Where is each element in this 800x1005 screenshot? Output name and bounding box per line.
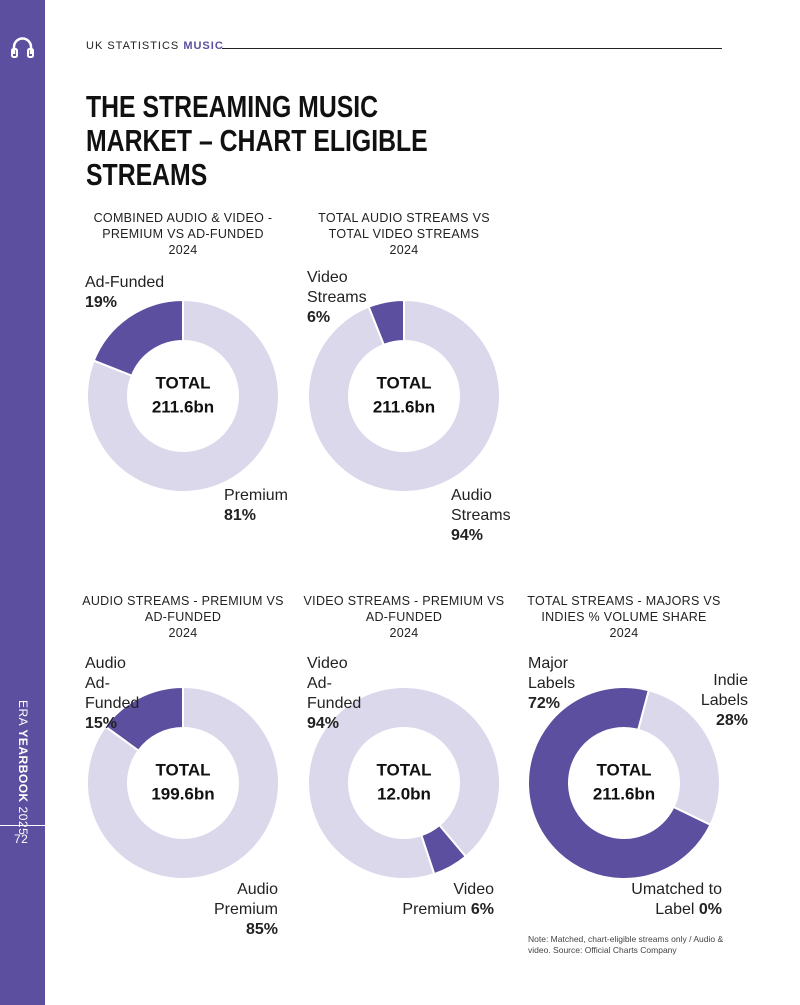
segment-value: 94% bbox=[451, 527, 484, 544]
donut-segment bbox=[637, 689, 721, 827]
segment-value: 15% bbox=[85, 715, 118, 732]
chart-subtitle: 2024 bbox=[389, 626, 419, 640]
segment-label: Video Streams 6% bbox=[307, 268, 367, 328]
topic: MUSIC bbox=[183, 40, 224, 52]
center-title: TOTAL bbox=[596, 760, 651, 779]
segment-name: Video Ad-Funded bbox=[307, 655, 362, 712]
center-title: TOTAL bbox=[376, 373, 431, 392]
segment-label: Indie Labels 28% bbox=[698, 671, 748, 731]
donut-segment bbox=[86, 685, 280, 880]
segment-label: Video Premium 6% bbox=[394, 880, 494, 920]
chart-title-text: VIDEO STREAMS - PREMIUM VS AD-FUNDED bbox=[303, 594, 505, 624]
segment-name: Premium bbox=[224, 487, 289, 504]
header-rule bbox=[222, 48, 722, 49]
chart-subtitle: 2024 bbox=[168, 626, 198, 640]
chart-title-text: TOTAL AUDIO STREAMS VS TOTAL VIDEO STREA… bbox=[318, 211, 490, 241]
chart-title: VIDEO STREAMS - PREMIUM VS AD-FUNDED 2024 bbox=[299, 593, 509, 641]
segment-label: Ad-Funded 19% bbox=[85, 273, 165, 313]
center-title: TOTAL bbox=[376, 760, 431, 779]
center-value: 12.0bn bbox=[377, 784, 431, 803]
segment-value: 72% bbox=[528, 695, 561, 712]
segment-label: Audio Ad-Funded 15% bbox=[85, 654, 153, 734]
donut-segment bbox=[307, 298, 501, 493]
chart-subtitle: 2024 bbox=[389, 243, 419, 257]
chart-subtitle: 2024 bbox=[168, 243, 198, 257]
segment-name: Video Streams bbox=[307, 269, 367, 306]
center-title: TOTAL bbox=[155, 373, 210, 392]
chart-title: AUDIO STREAMS - PREMIUM VS AD-FUNDED 2024 bbox=[78, 593, 288, 641]
donut-segment bbox=[527, 686, 712, 880]
donut-segment bbox=[307, 686, 501, 880]
segment-label: Video Ad-Funded 94% bbox=[307, 654, 375, 734]
center-title: TOTAL bbox=[155, 760, 210, 779]
note: Note: Matched, chart-eligible streams on… bbox=[528, 934, 724, 955]
chart-title: TOTAL STREAMS - MAJORS VS INDIES % VOLUM… bbox=[519, 593, 729, 641]
chart-title-text: COMBINED AUDIO & VIDEO - PREMIUM VS AD-F… bbox=[93, 211, 273, 241]
sidebar: ERA YEARBOOK 2025 72 bbox=[0, 0, 45, 1005]
segment-value: 28% bbox=[715, 712, 748, 729]
segment-value: 85% bbox=[245, 921, 278, 938]
chart-title-text: TOTAL STREAMS - MAJORS VS INDIES % VOLUM… bbox=[527, 594, 721, 624]
center-value: 211.6bn bbox=[152, 397, 214, 416]
center-value: 199.6bn bbox=[151, 784, 214, 803]
segment-name: Audio Premium bbox=[213, 881, 278, 918]
segment-label: Major Labels 72% bbox=[528, 654, 578, 714]
segment-name: Ad-Funded bbox=[85, 274, 165, 291]
segment-value: 81% bbox=[224, 507, 257, 524]
segment-name: Major Labels bbox=[528, 655, 576, 692]
segment-name: Audio Streams bbox=[451, 487, 511, 524]
segment-value: 0% bbox=[698, 901, 722, 918]
segment-name: Umatched to Label bbox=[631, 881, 722, 918]
chart-title-text: AUDIO STREAMS - PREMIUM VS AD-FUNDED bbox=[82, 594, 284, 624]
segment-label: Premium 81% bbox=[224, 486, 294, 526]
segment-value: 6% bbox=[470, 901, 494, 918]
segment-label: Audio Premium 85% bbox=[178, 880, 278, 940]
chart-title: TOTAL AUDIO STREAMS VS TOTAL VIDEO STREA… bbox=[299, 210, 509, 258]
page-number: 72 bbox=[14, 832, 29, 846]
center-value: 211.6bn bbox=[373, 397, 435, 416]
segment-value: 19% bbox=[85, 294, 118, 311]
segment-label: Audio Streams 94% bbox=[451, 486, 511, 546]
segment-name: Video Premium bbox=[402, 881, 494, 918]
center-value: 211.6bn bbox=[593, 784, 655, 803]
segment-name: Audio Ad-Funded bbox=[85, 655, 140, 712]
page-title: THE STREAMING MUSIC MARKET – CHART ELIGI… bbox=[86, 89, 428, 192]
segment-value: 6% bbox=[307, 309, 331, 326]
donut-segment bbox=[86, 298, 280, 493]
chart-subtitle: 2024 bbox=[609, 626, 639, 640]
header: UK STATISTICS MUSIC bbox=[86, 40, 224, 52]
segment-value: 94% bbox=[307, 715, 340, 732]
section: UK STATISTICS bbox=[86, 40, 180, 52]
segment-name: Indie Labels bbox=[700, 672, 748, 709]
sidebar-rule bbox=[0, 825, 45, 826]
segment-label: Umatched to Label 0% bbox=[622, 880, 722, 920]
chart-title: COMBINED AUDIO & VIDEO - PREMIUM VS AD-F… bbox=[78, 210, 288, 258]
headphones-icon bbox=[11, 37, 34, 58]
donut-segment bbox=[420, 823, 468, 876]
